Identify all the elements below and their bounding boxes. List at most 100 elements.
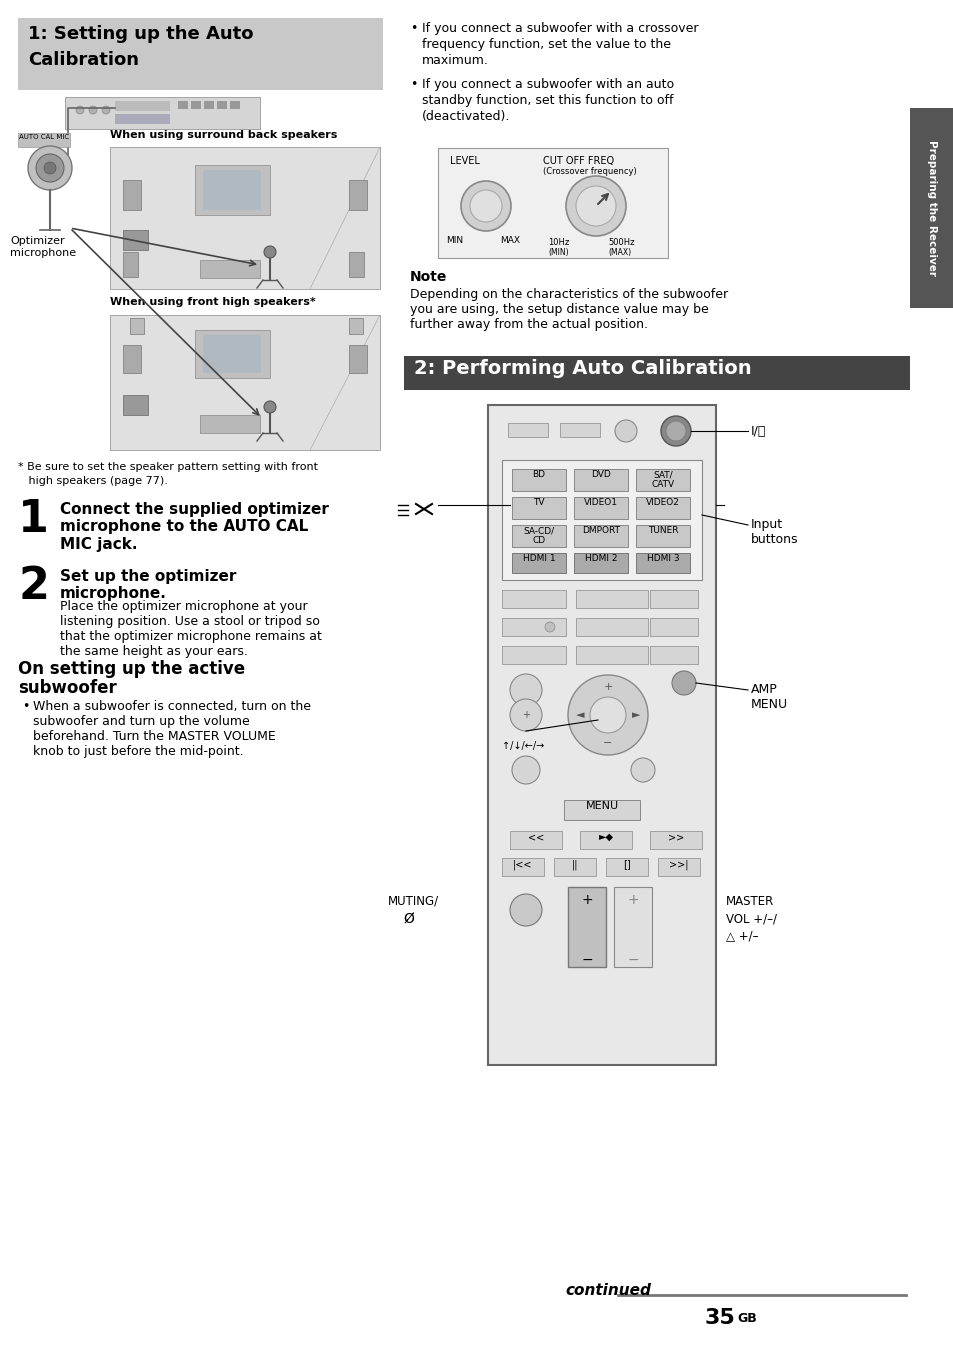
Bar [909, 108, 953, 308]
Bar [216, 101, 227, 110]
Circle shape [28, 146, 71, 191]
Circle shape [544, 622, 555, 631]
Text: Input
buttons: Input buttons [750, 518, 798, 546]
Text: ||: || [571, 859, 578, 869]
Bar [18, 18, 382, 91]
Bar [579, 831, 631, 849]
Bar [349, 180, 367, 210]
Bar [200, 415, 260, 433]
Text: []: [] [622, 859, 630, 869]
Text: standby function, set this function to off: standby function, set this function to o… [421, 95, 673, 107]
Bar [194, 330, 270, 379]
Bar [488, 406, 716, 1065]
Text: continued: continued [564, 1283, 650, 1298]
Text: (MAX): (MAX) [607, 247, 631, 257]
Text: ↑/↓/←/→: ↑/↓/←/→ [501, 741, 543, 750]
Circle shape [36, 154, 64, 183]
Text: Ø̸: Ø̸ [402, 913, 414, 927]
Bar [567, 887, 605, 967]
Text: HDMI 2: HDMI 2 [584, 554, 617, 562]
Bar [349, 251, 364, 277]
Bar [18, 132, 70, 147]
Bar [576, 646, 647, 664]
Bar [203, 170, 261, 210]
Circle shape [512, 756, 539, 784]
Text: <<: << [527, 831, 543, 842]
Text: Depending on the characteristics of the subwoofer
you are using, the setup dista: Depending on the characteristics of the … [410, 288, 727, 331]
Text: LEVEL: LEVEL [450, 155, 479, 166]
Text: 1: Setting up the Auto: 1: Setting up the Auto [28, 24, 253, 43]
Bar [115, 114, 170, 124]
Bar [563, 800, 639, 821]
Text: −: − [626, 953, 639, 967]
Text: MUTING/: MUTING/ [388, 895, 438, 909]
Bar [130, 318, 144, 334]
Bar [501, 646, 565, 664]
Text: 2: 2 [18, 565, 49, 608]
Text: DVD: DVD [591, 470, 610, 479]
Text: TUNER: TUNER [647, 526, 678, 535]
Text: maximum.: maximum. [421, 54, 488, 68]
Bar [512, 469, 565, 491]
Circle shape [567, 675, 647, 754]
Circle shape [264, 246, 275, 258]
Text: VOL +/–/: VOL +/–/ [725, 913, 776, 925]
Text: −: − [602, 738, 612, 748]
Text: •: • [410, 78, 416, 91]
Text: HDMI 1: HDMI 1 [522, 554, 555, 562]
Circle shape [264, 402, 275, 412]
Bar [191, 101, 201, 110]
Bar [437, 147, 667, 258]
Text: If you connect a subwoofer with an auto: If you connect a subwoofer with an auto [421, 78, 674, 91]
Text: * Be sure to set the speaker pattern setting with front: * Be sure to set the speaker pattern set… [18, 462, 317, 472]
Text: •: • [410, 22, 416, 35]
Bar [574, 469, 627, 491]
Text: GB: GB [737, 1311, 756, 1325]
Bar [501, 589, 565, 608]
Text: (Crossover frequency): (Crossover frequency) [542, 168, 636, 176]
Text: Set up the optimizer
microphone.: Set up the optimizer microphone. [60, 569, 236, 602]
Text: I/⌛: I/⌛ [750, 425, 765, 438]
Bar [501, 460, 701, 580]
Text: Optimizer
microphone: Optimizer microphone [10, 237, 76, 258]
Text: subwoofer: subwoofer [18, 679, 116, 698]
Text: SAT/
CATV: SAT/ CATV [651, 470, 674, 489]
Bar [559, 423, 599, 437]
Bar [507, 423, 547, 437]
Text: 35: 35 [704, 1307, 735, 1328]
Text: frequency function, set the value to the: frequency function, set the value to the [421, 38, 670, 51]
Text: 10Hz: 10Hz [547, 238, 569, 247]
Bar [501, 859, 543, 876]
Circle shape [630, 758, 655, 781]
Text: BD: BD [532, 470, 545, 479]
Text: high speakers (page 77).: high speakers (page 77). [18, 476, 168, 485]
Circle shape [576, 187, 616, 226]
Text: TV: TV [533, 498, 544, 507]
Text: DMPORT: DMPORT [581, 526, 619, 535]
Text: If you connect a subwoofer with a crossover: If you connect a subwoofer with a crosso… [421, 22, 698, 35]
Text: (MIN): (MIN) [547, 247, 568, 257]
Text: Calibration: Calibration [28, 51, 139, 69]
Text: 500Hz: 500Hz [607, 238, 634, 247]
Text: +: + [602, 681, 612, 692]
Bar [574, 553, 627, 573]
Bar [512, 553, 565, 573]
Circle shape [665, 420, 685, 441]
Bar [501, 618, 565, 635]
Bar [110, 147, 379, 289]
Text: Connect the supplied optimizer
microphone to the AUTO CAL
MIC jack.: Connect the supplied optimizer microphon… [60, 502, 329, 552]
Bar [576, 618, 647, 635]
Bar [574, 498, 627, 519]
Bar [123, 230, 148, 250]
Text: ◄: ◄ [576, 710, 583, 721]
Text: Note: Note [410, 270, 447, 284]
Bar [349, 318, 363, 334]
Text: CUT OFF FREQ: CUT OFF FREQ [542, 155, 614, 166]
Bar [554, 859, 596, 876]
Text: AUTO CAL MIC: AUTO CAL MIC [19, 134, 69, 141]
Bar [194, 165, 270, 215]
Bar [65, 97, 260, 128]
Bar [649, 831, 701, 849]
Bar [403, 356, 909, 389]
Text: When a subwoofer is connected, turn on the
subwoofer and turn up the volume
befo: When a subwoofer is connected, turn on t… [33, 700, 311, 758]
